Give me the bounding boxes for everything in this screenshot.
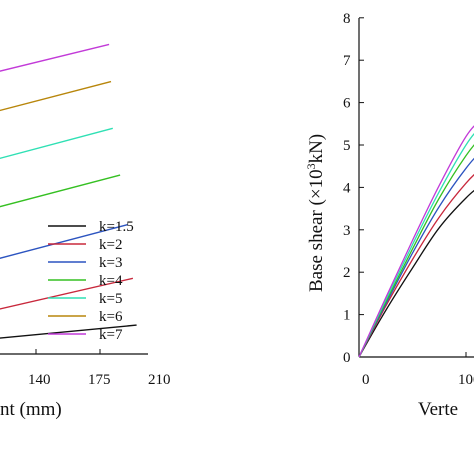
right-y-tick-label-4: 4 <box>343 180 351 196</box>
right-series-line-k=2 <box>358 173 474 358</box>
right-series-line-k=4 <box>358 143 474 358</box>
right-series-lines <box>358 125 474 358</box>
left-x-tick-label-0: 140 <box>28 372 51 388</box>
right-y-tick-label-1: 1 <box>343 308 351 324</box>
right-y-tick-label-0: 0 <box>343 350 351 366</box>
right-x-tick-label-0: 0 <box>362 372 370 388</box>
legend-label-k=1.5: k=1.5 <box>99 219 134 235</box>
legend: k=1.5 k=2 k=3 k=4 k=5 k=6 k=7 <box>48 219 134 343</box>
legend-label-k=5: k=5 <box>99 291 122 307</box>
right-y-axis-label-main: Base shear (×10 <box>306 169 327 292</box>
left-series-line-k=5 <box>0 127 113 160</box>
left-series-line-k=4 <box>0 174 121 208</box>
left-chart: 140 175 210 nt (mm) k=1.5 k=2 k=3 k=4 k=5 k=6… <box>0 43 171 420</box>
right-y-tick-label-7: 7 <box>343 53 351 69</box>
left-x-tick-label-2: 210 <box>148 372 171 388</box>
right-series-line-k=3 <box>358 157 474 358</box>
legend-label-k=7: k=7 <box>99 327 123 343</box>
left-series-line-k=6 <box>0 80 112 112</box>
legend-label-k=2: k=2 <box>99 237 122 253</box>
right-y-tick-label-6: 6 <box>343 96 351 112</box>
left-series-lines <box>0 43 137 339</box>
right-series-line-k=7 <box>358 125 474 358</box>
right-x-tick-label-1: 100 <box>458 372 474 388</box>
right-y-tick-label-2: 2 <box>343 265 351 281</box>
legend-label-k=6: k=6 <box>99 309 123 325</box>
right-y-axis-label-superscript: 3 <box>304 163 318 169</box>
right-series-line-k=5 <box>358 133 474 358</box>
left-x-tick-label-1: 175 <box>88 372 111 388</box>
right-y-tick-label-8: 8 <box>343 11 351 27</box>
right-x-axis-label: Verte <box>418 399 458 420</box>
left-series-line-k=2 <box>0 277 134 310</box>
right-y-tick-label-3: 3 <box>343 223 351 239</box>
right-series-line-k=1.5 <box>358 189 474 358</box>
right-y-axis-label: Base shear (×103kN) <box>304 134 327 292</box>
left-series-line-k=3 <box>0 224 128 259</box>
legend-label-k=4: k=4 <box>99 273 123 289</box>
legend-label-k=3: k=3 <box>99 255 122 271</box>
left-x-axis-label: nt (mm) <box>0 399 62 420</box>
left-series-line-k=7 <box>0 43 110 72</box>
right-y-axis-label-unit: kN) <box>306 134 327 164</box>
right-y-tick-label-5: 5 <box>343 138 351 154</box>
right-y-ticks: 0 1 2 3 4 5 6 7 8 <box>343 11 364 366</box>
